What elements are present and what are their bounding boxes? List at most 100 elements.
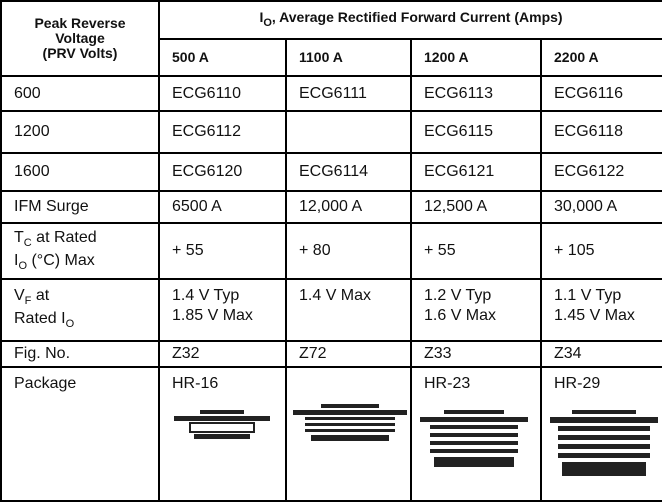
- cell: ECG6120: [159, 153, 286, 191]
- cell-text: + 55: [172, 241, 285, 261]
- text: at Rated: [32, 229, 97, 246]
- cell: 30,000 A: [541, 191, 662, 223]
- package-drawing: [291, 402, 409, 444]
- header-line: Peak Reverse: [2, 16, 158, 31]
- cell-line: TC at Rated: [14, 228, 158, 251]
- column-header: 1100 A: [286, 39, 411, 76]
- shape: [305, 429, 395, 432]
- column-header: 1200 A: [411, 39, 541, 76]
- shape: [321, 404, 379, 408]
- package-drawing: [172, 408, 272, 442]
- cell: HR-29: [541, 367, 662, 501]
- row-label: 1600: [1, 153, 159, 191]
- cell-text: Fig. No.: [14, 344, 158, 364]
- cell-line: 1.4 V Max: [299, 286, 410, 306]
- cell: ECG6111: [286, 76, 411, 111]
- subscript: C: [24, 237, 32, 249]
- cell-line: Rated IO: [14, 309, 158, 332]
- rectifier-table: Peak ReverseVoltage(PRV Volts)IO, Averag…: [0, 0, 662, 502]
- cell: 1.4 V Max: [286, 279, 411, 341]
- cell-text: + 80: [299, 241, 410, 261]
- cell-text: IFM Surge: [14, 197, 158, 217]
- row-label: VF atRated IO: [1, 279, 159, 341]
- row-label-header: Peak ReverseVoltage(PRV Volts): [1, 1, 159, 76]
- cell: ECG6113: [411, 76, 541, 111]
- text: (°C) Max: [27, 252, 95, 269]
- shape: [305, 417, 395, 420]
- cell-line: 1.4 V Typ: [172, 286, 285, 306]
- table-row: PackageHR-16 HR-23 HR-29: [1, 367, 662, 501]
- cell: ECG6114: [286, 153, 411, 191]
- cell-text: ECG6114: [299, 162, 410, 182]
- cell-text: 6500 A: [172, 197, 285, 217]
- cell-text: 600: [14, 84, 158, 104]
- cell-line: 1.85 V Max: [172, 306, 285, 326]
- cell: 1.1 V Typ1.45 V Max: [541, 279, 662, 341]
- cell-text: ECG6115: [424, 122, 540, 142]
- cell-text: Z32: [172, 344, 285, 364]
- table-row: 1200 ECG6112 ECG6115 ECG6118: [1, 111, 662, 153]
- cell: 12,000 A: [286, 191, 411, 223]
- shape: [420, 417, 528, 422]
- shape: [305, 423, 395, 426]
- column-header: 2200 A: [541, 39, 662, 76]
- cell: ECG6122: [541, 153, 662, 191]
- header-line: (PRV Volts): [2, 46, 158, 61]
- subscript: O: [66, 318, 75, 330]
- row-label: 1200: [1, 111, 159, 153]
- cell-text: 1600: [14, 162, 158, 182]
- cell: HR-16: [159, 367, 286, 501]
- package-drawing: [418, 408, 530, 472]
- cell: ECG6112: [159, 111, 286, 153]
- cell-text: 1200: [14, 122, 158, 142]
- table-row: 600 ECG6110 ECG6111 ECG6113 ECG6116: [1, 76, 662, 111]
- group-header: IO, Average Rectified Forward Current (A…: [159, 1, 662, 39]
- cell: + 55: [159, 223, 286, 279]
- cell-text: 12,000 A: [299, 197, 410, 217]
- shape: [558, 426, 650, 431]
- cell-text: 30,000 A: [554, 197, 662, 217]
- shape: [434, 457, 514, 467]
- cell: ECG6118: [541, 111, 662, 153]
- shape: [200, 410, 244, 414]
- cell: + 55: [411, 223, 541, 279]
- cell-line: 1.45 V Max: [554, 306, 662, 326]
- shape: [190, 423, 254, 432]
- shape: [430, 433, 518, 437]
- cell-text: ECG6116: [554, 84, 662, 104]
- shape: [562, 462, 646, 476]
- cell: HR-23: [411, 367, 541, 501]
- cell: 12,500 A: [411, 191, 541, 223]
- cell-text: HR-29: [554, 374, 662, 394]
- shape: [558, 444, 650, 449]
- cell-text: Package: [14, 374, 158, 394]
- cell-text: ECG6122: [554, 162, 662, 182]
- cell-line: 1.6 V Max: [424, 306, 540, 326]
- shape: [558, 435, 650, 440]
- cell-text: Z72: [299, 344, 410, 364]
- row-label: TC at RatedIO (°C) Max: [1, 223, 159, 279]
- cell-text: ECG6110: [172, 84, 285, 104]
- shape: [430, 441, 518, 445]
- cell-text: ECG6112: [172, 122, 285, 142]
- cell-text: ECG6120: [172, 162, 285, 182]
- shape: [430, 449, 518, 453]
- cell-line: IO (°C) Max: [14, 251, 158, 274]
- shape: [311, 435, 389, 441]
- cell: ECG6121: [411, 153, 541, 191]
- cell-text: ECG6113: [424, 84, 540, 104]
- subscript: O: [18, 260, 27, 272]
- cell: + 105: [541, 223, 662, 279]
- package-drawing: [548, 408, 660, 484]
- header-line: Voltage: [2, 31, 158, 46]
- cell: [286, 111, 411, 153]
- row-label: 600: [1, 76, 159, 111]
- shape: [293, 410, 407, 415]
- row-label: Package: [1, 367, 159, 501]
- text: V: [14, 287, 25, 304]
- row-label: IFM Surge: [1, 191, 159, 223]
- page: Peak ReverseVoltage(PRV Volts)IO, Averag…: [0, 0, 662, 499]
- cell-text: ECG6118: [554, 122, 662, 142]
- cell-text: ECG6111: [299, 84, 410, 104]
